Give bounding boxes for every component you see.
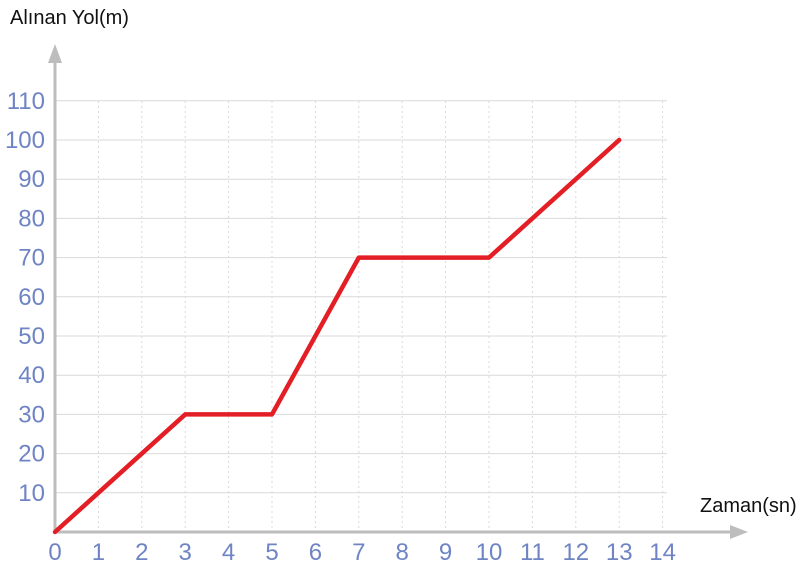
x-tick-label-3: 3 [179,539,192,566]
y-tick-label-100: 100 [5,127,45,154]
x-tick-label-5: 5 [265,539,278,566]
y-tick-label-20: 20 [18,441,45,468]
x-tick-label-13: 13 [606,539,633,566]
series-layer [52,137,622,535]
x-tick-label-2: 2 [135,539,148,566]
x-tick-label-7: 7 [352,539,365,566]
x-tick-label-4: 4 [222,539,235,566]
y-tick-label-50: 50 [18,323,45,350]
y-tick-label-70: 70 [18,245,45,272]
y-axis-arrow-icon [48,44,62,63]
x-tick-label-14: 14 [649,539,676,566]
distance-line-series-0 [52,137,622,535]
y-tick-label-90: 90 [18,166,45,193]
y-axis-title: Alınan Yol(m) [10,7,129,29]
y-tick-label-110: 110 [7,88,45,115]
y-tick-label-60: 60 [18,284,45,311]
x-tick-label-0: 0 [48,539,61,566]
axis-layer [48,44,748,539]
x-tick-label-9: 9 [439,539,452,566]
y-tick-label-30: 30 [18,401,45,428]
y-tick-label-40: 40 [18,362,45,389]
x-tick-label-1: 1 [92,539,105,566]
x-axis-arrow-icon [730,525,748,539]
x-axis-title: Zaman(sn) [700,495,797,517]
x-tick-label-6: 6 [309,539,322,566]
x-tick-label-8: 8 [396,539,409,566]
y-tick-label-80: 80 [18,205,45,232]
x-tick-label-12: 12 [562,539,589,566]
x-tick-label-11: 11 [520,539,545,566]
grid-layer [55,100,667,532]
tick-layer: 0 1 2 3 4 5 6 7 8 9 10 11 12 13 1410203040506070809010… [5,88,676,566]
x-tick-label-10: 10 [476,539,503,566]
y-tick-label-10: 10 [18,480,45,507]
